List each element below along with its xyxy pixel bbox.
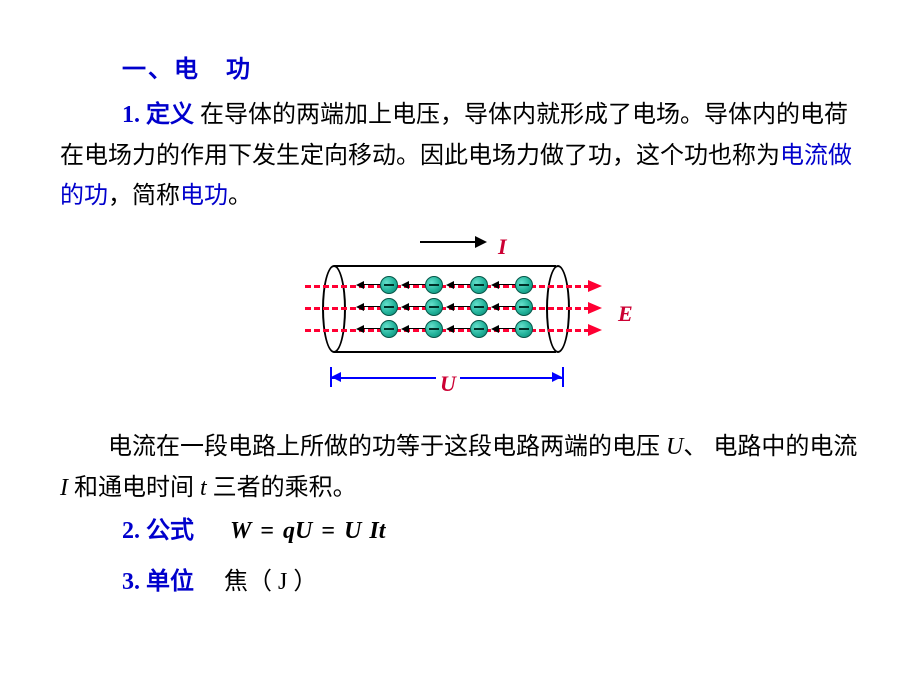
def-text-c: 。 — [228, 183, 252, 209]
formula-lead: 2. 公式 — [122, 518, 194, 544]
electron-arrow — [452, 284, 470, 285]
unit-line: 3. 单位 焦（ J ） — [122, 562, 860, 603]
p2-U: U — [666, 434, 683, 460]
formula-line: 2. 公式 W = qU = U It — [122, 511, 860, 552]
u-arrowhead-left — [331, 372, 341, 382]
formula-eq1: = — [257, 518, 277, 544]
unit-lead: 3. 单位 — [122, 569, 194, 595]
voltage-label: U — [436, 365, 460, 402]
field-arrowhead-2 — [588, 302, 602, 314]
conductor-diagram: I E — [250, 229, 670, 409]
current-label: I — [498, 228, 507, 265]
definition-paragraph: 1. 定义 在导体的两端加上电压，导体内就形成了电场。导体内的电荷在电场力的作用… — [60, 95, 860, 217]
electron-arrow — [497, 284, 515, 285]
work-description: 电流在一段电路上所做的功等于这段电路两端的电压 U、 电路中的电流 I 和通电时… — [60, 427, 860, 509]
def-highlight-2: 电功 — [180, 183, 228, 209]
electron-arrow — [407, 306, 425, 307]
formula-I: I — [367, 518, 378, 544]
p2-I: I — [60, 475, 68, 501]
unit-text: 焦（ J ） — [224, 569, 317, 595]
electron-arrow — [452, 328, 470, 329]
electron-arrow — [362, 306, 380, 307]
electron-arrow — [362, 328, 380, 329]
p2-t: t — [200, 475, 207, 501]
formula-eq2: = — [318, 518, 338, 544]
electron-arrow — [497, 306, 515, 307]
def-text-b: ，简称 — [108, 183, 180, 209]
p2-b: 、 电路中的电流 — [683, 434, 857, 460]
def-number: 1. 定义 — [122, 102, 194, 128]
section-heading: 一、电 功 — [122, 50, 860, 91]
formula-W: W — [230, 518, 251, 544]
electron-arrow — [362, 284, 380, 285]
efield-label: E — [618, 295, 633, 332]
diagram-container: I E — [60, 229, 860, 409]
p2-a: 电流在一段电路上所做的功等于这段电路两端的电压 — [108, 434, 660, 460]
formula-q: q — [283, 518, 295, 544]
electron-arrow — [452, 306, 470, 307]
formula-U2: U — [344, 518, 361, 544]
field-arrowhead-3 — [588, 324, 602, 336]
formula-t: t — [379, 518, 386, 544]
formula-U1: U — [295, 518, 312, 544]
p2-c: 和通电时间 — [68, 475, 200, 501]
slide-page: 一、电 功 1. 定义 在导体的两端加上电压，导体内就形成了电场。导体内的电荷在… — [0, 0, 920, 602]
electron-arrow — [407, 328, 425, 329]
field-arrowhead-1 — [588, 280, 602, 292]
current-arrow-icon — [420, 241, 475, 243]
current-arrowhead-icon — [475, 236, 487, 248]
electron-arrow — [407, 284, 425, 285]
u-arrowhead-right — [552, 372, 562, 382]
electron-arrow — [497, 328, 515, 329]
p2-d: 三者的乘积。 — [207, 475, 357, 501]
